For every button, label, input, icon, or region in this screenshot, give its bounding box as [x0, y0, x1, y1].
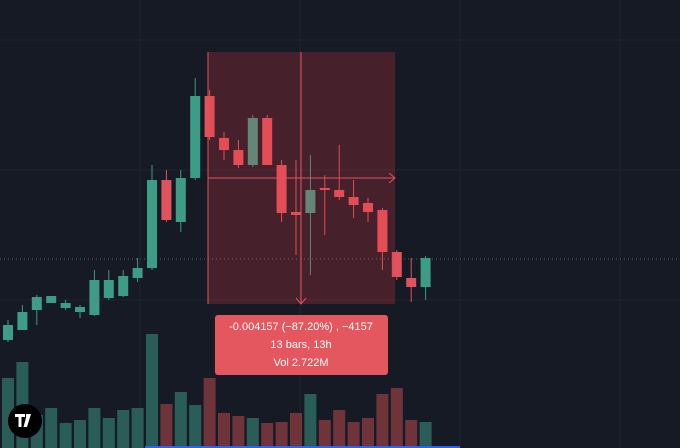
candle-body: [118, 276, 129, 296]
volume-bar: [290, 413, 302, 448]
volume-bar: [376, 394, 389, 448]
volume-bar: [390, 388, 403, 448]
candle-body: [190, 96, 201, 178]
volume-bar: [261, 423, 274, 448]
volume-bar: [59, 423, 72, 448]
volume-bar: [146, 334, 158, 448]
candle-body: [406, 278, 417, 287]
volume-bar: [74, 420, 86, 448]
measure-bars: 13 bars, 13h: [270, 339, 331, 351]
volume-bar: [218, 413, 230, 448]
candle-body: [319, 188, 330, 190]
candle-body: [233, 150, 244, 165]
candle-body: [377, 210, 388, 252]
volume-bar: [304, 394, 317, 448]
candle-body: [103, 280, 114, 298]
volume-bar: [102, 418, 115, 448]
candle-body: [204, 96, 215, 137]
logo[interactable]: [8, 404, 42, 438]
volume-bar: [203, 378, 216, 448]
volume-bar: [88, 408, 101, 448]
volume-bar: [189, 405, 202, 448]
candle-body: [276, 165, 287, 213]
candle-body: [132, 268, 143, 278]
volume-bar: [131, 408, 144, 448]
candle-body: [348, 197, 359, 205]
candle-body: [291, 212, 301, 215]
volume-bar: [405, 420, 418, 448]
candle-body: [363, 203, 373, 212]
volume-bar: [347, 422, 360, 448]
volume-bar: [275, 422, 288, 448]
measure-change: -0.004157 (−87.20%) , −4157: [229, 321, 373, 333]
measure-tool: -0.004157 (−87.20%) , −4157 13 bars, 13h…: [207, 52, 396, 375]
candle-body: [161, 180, 172, 220]
candle-body: [17, 312, 28, 330]
candle-body: [147, 180, 157, 268]
volume-bar: [419, 422, 432, 448]
measure-volume: Vol 2.722M: [273, 357, 328, 369]
volume-bar: [333, 410, 346, 448]
volume-bar: [318, 420, 331, 448]
candle-body: [391, 252, 402, 277]
candle-body: [219, 138, 229, 150]
candle-body: [420, 258, 431, 287]
volume-bar: [174, 392, 187, 448]
volume-bar: [117, 410, 130, 448]
candle-body: [247, 118, 258, 165]
arrow-head: [295, 297, 307, 305]
candle-body: [31, 297, 42, 310]
candle-body: [334, 190, 345, 197]
candle-body: [60, 303, 71, 308]
volume-bar: [246, 418, 259, 448]
candle-body: [305, 190, 316, 213]
candle-body: [46, 296, 57, 303]
volume-bar: [362, 418, 374, 448]
candle-body: [262, 118, 273, 165]
candle-body: [89, 280, 100, 315]
volume-bar: [45, 408, 58, 448]
candle-body: [3, 325, 13, 340]
measure-label-box: [215, 315, 388, 375]
arrow-head: [388, 172, 396, 184]
candle-body: [175, 178, 186, 222]
volume-bar: [160, 404, 173, 448]
candle-body: [75, 307, 85, 312]
volume-bar: [232, 416, 245, 448]
